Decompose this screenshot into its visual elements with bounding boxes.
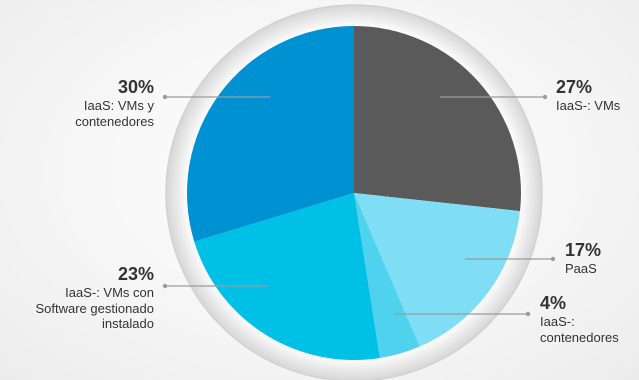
leader-dot bbox=[162, 283, 168, 289]
slice-category-label: IaaS-: VMs bbox=[556, 97, 621, 113]
slice-value-label: 23% bbox=[117, 264, 154, 284]
slice-category-label: IaaS-: contenedores bbox=[540, 313, 619, 345]
callout-slice-4: 30% IaaS: VMs y contenedores bbox=[22, 77, 154, 129]
callout-slice-3: 23% IaaS-: VMs con Software gestionado i… bbox=[2, 264, 154, 332]
slice-category-label: IaaS-: VMs con Software gestionado insta… bbox=[35, 284, 154, 332]
pie-slice bbox=[187, 26, 354, 242]
slice-value-label: 30% bbox=[117, 77, 154, 97]
pie-slice bbox=[194, 193, 380, 360]
pie-slices bbox=[187, 26, 521, 360]
leader-dot bbox=[550, 256, 556, 262]
pie-slice bbox=[354, 193, 521, 347]
pie-slice bbox=[354, 193, 420, 358]
leader-dot bbox=[162, 94, 168, 100]
leader-lines bbox=[162, 94, 556, 317]
leader-dot bbox=[542, 94, 548, 100]
callout-slice-1: 17% PaaS bbox=[565, 240, 635, 277]
slice-value-label: 4% bbox=[540, 293, 567, 313]
slice-value-label: 27% bbox=[556, 77, 593, 97]
leader-dot bbox=[525, 311, 531, 317]
slice-category-label: IaaS: VMs y contenedores bbox=[75, 97, 154, 129]
slice-category-label: PaaS bbox=[565, 260, 597, 276]
callout-slice-0: 27% IaaS-: VMs bbox=[556, 77, 639, 114]
callout-slice-2: 4% IaaS-: contenedores bbox=[540, 293, 638, 345]
pie-slice bbox=[354, 26, 521, 212]
slice-value-label: 17% bbox=[565, 240, 602, 260]
